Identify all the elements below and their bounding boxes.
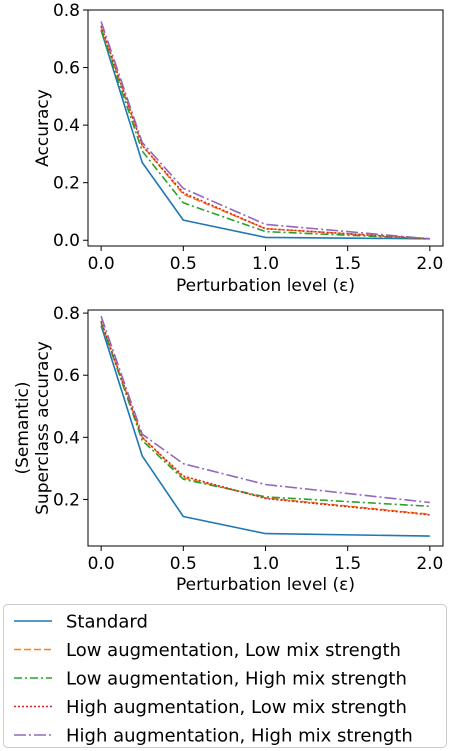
y-axis-label: Accuracy [33,89,53,167]
series-line-2 [100,29,430,240]
series-line-1 [100,27,430,240]
y-tick-label: 0.2 [53,174,80,194]
series-line-3 [100,320,430,516]
series-line-3 [100,25,430,240]
y-axis-label: Superclass accuracy [33,341,53,515]
x-tick-label: 0.5 [170,254,197,274]
accuracy-chart: 0.0 0.5 1.0 1.5 2.0 0.0 0.2 0.4 0.6 0.8 Perturbati… [33,1,444,296]
legend-label: Standard [66,612,148,633]
legend-label: High augmentation, Low mix strength [66,697,407,718]
legend-label: High augmentation, High mix strength [66,726,413,747]
x-tick-label: 0.0 [88,554,115,574]
y-tick-label: 0.8 [53,1,80,21]
x-tick-label: 0.0 [88,254,115,274]
superclass-accuracy-chart: 0.0 0.5 1.0 1.5 2.0 0.2 0.4 0.6 0.8 Perturbation … [13,304,444,595]
x-axis-label: Perturbation level (ε) [176,575,355,595]
x-axis-label: Perturbation level (ε) [176,276,355,296]
series-line-0 [100,29,430,240]
y-tick-label: 0.6 [53,59,80,79]
series-line-0 [100,325,430,537]
series-line-4 [100,315,430,504]
legend-frame [3,604,447,748]
x-tick-label: 1.0 [252,554,279,574]
y-axis-label: (Semantic) [13,381,33,474]
x-tick-label: 1.5 [334,254,361,274]
y-tick-label: 0.4 [53,116,80,136]
x-tick-label: 1.5 [334,554,361,574]
x-tick-label: 1.0 [252,254,279,274]
series-line-1 [100,322,430,516]
legend-label: Low augmentation, Low mix strength [66,640,401,661]
plot-frame [87,9,444,247]
legend-label: Low augmentation, High mix strength [66,669,407,690]
x-tick-label: 2.0 [416,554,443,574]
y-tick-label: 0.6 [53,366,80,386]
series-line-4 [100,21,430,240]
y-tick-label: 0.8 [53,304,80,324]
legend: Standard Low augmentation, Low mix streng… [3,604,447,748]
y-tick-label: 0.4 [53,428,80,448]
y-tick-label: 0.2 [53,490,80,510]
series-line-2 [100,322,430,508]
x-tick-label: 2.0 [416,254,443,274]
x-tick-label: 0.5 [170,554,197,574]
y-tick-label: 0.0 [53,231,80,251]
